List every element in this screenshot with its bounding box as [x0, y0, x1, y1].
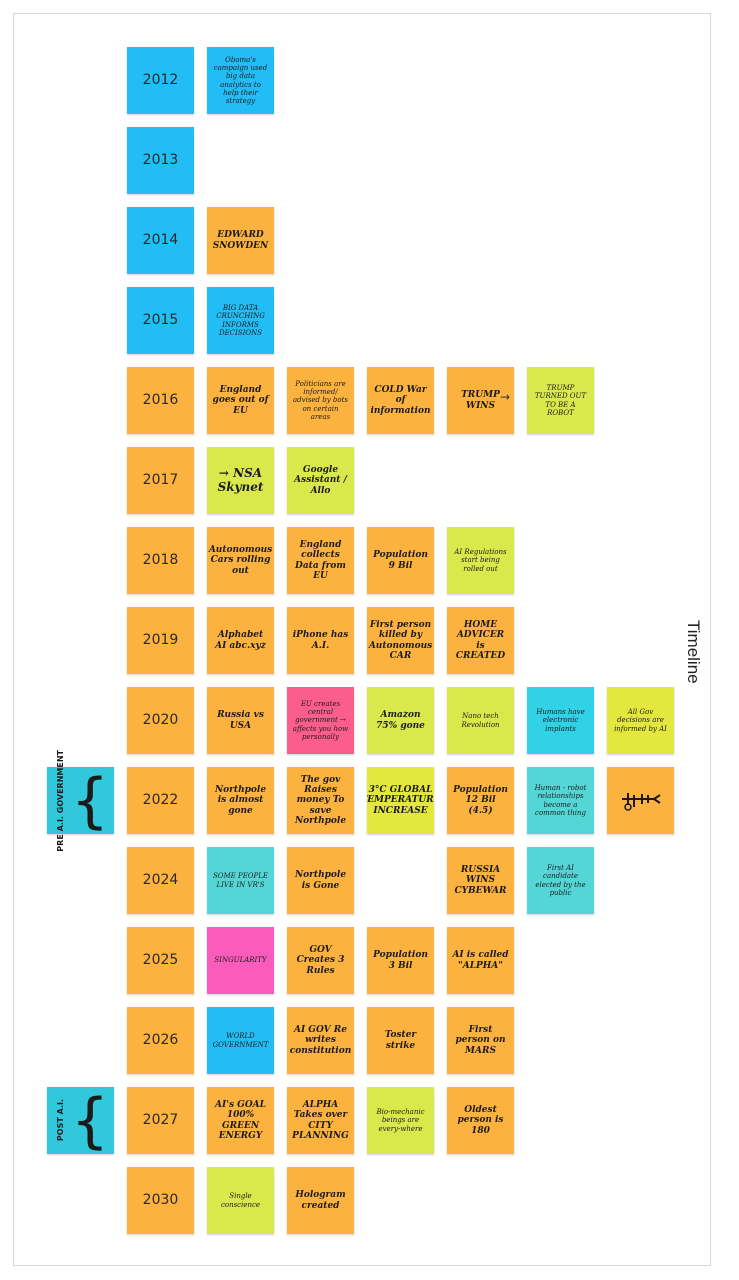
sticky-note[interactable]: COLD War of information [367, 367, 434, 434]
sticky-note[interactable]: England goes out of EU [207, 367, 274, 434]
year-2016-note[interactable]: 2016 [127, 367, 194, 434]
sticky-note[interactable]: Population 12 Bil (4.5) [447, 767, 514, 834]
sticky-note[interactable]: BIG DATA CRUNCHING INFORMS DECISIONS [207, 287, 274, 354]
sticky-note[interactable]: → NSA Skynet [207, 447, 274, 514]
sticky-note[interactable]: Russia vs USA [207, 687, 274, 754]
sticky-note[interactable]: HOME ADVICER is CREATED [447, 607, 514, 674]
year-2018-note[interactable]: 2018 [127, 527, 194, 594]
year-2030-note[interactable]: 2030 [127, 1167, 194, 1234]
sticky-note-drawing[interactable] [607, 767, 674, 834]
sticky-note[interactable]: The gov Raises money To save Northpole [287, 767, 354, 834]
sticky-note[interactable]: Population 3 Bil [367, 927, 434, 994]
sticky-note[interactable]: Toster strike [367, 1007, 434, 1074]
year-2013-note[interactable]: 2013 [127, 127, 194, 194]
sticky-note[interactable]: Obama's campaign used big data analytics… [207, 47, 274, 114]
sticky-note[interactable]: Politicians are informed/ advised by bot… [287, 367, 354, 434]
timeline-label: Timeline [683, 617, 703, 684]
sticky-note[interactable]: RUSSIA WINS CYBEWAR [447, 847, 514, 914]
sticky-note[interactable]: 3°C GLOBAL TEMPERATURE INCREASE [367, 767, 434, 834]
sticky-note[interactable]: Human - robot relationships become a com… [527, 767, 594, 834]
pre-ai-government-text: PRE A.I. GOVERNMENT [55, 749, 65, 852]
sticky-note[interactable]: Hologram created [287, 1167, 354, 1234]
pre-ai-government-label[interactable]: PRE A.I. GOVERNMENT { [47, 750, 114, 851]
sticky-note[interactable]: Autonomous Cars rolling out [207, 527, 274, 594]
sticky-note[interactable]: AI Regulations start being rolled out [447, 527, 514, 594]
sticky-note[interactable]: AI's GOAL 100% GREEN ENERGY [207, 1087, 274, 1154]
sticky-note[interactable]: Amazon 75% gone [367, 687, 434, 754]
year-2022-note[interactable]: 2022 [127, 767, 194, 834]
year-2024-note[interactable]: 2024 [127, 847, 194, 914]
sticky-note[interactable]: iPhone has A.I. [287, 607, 354, 674]
arrow-icon: → [500, 390, 511, 404]
sticky-note[interactable]: First person on MARS [447, 1007, 514, 1074]
sticky-note[interactable]: Humans have electronic implants [527, 687, 594, 754]
sticky-note[interactable]: Oldest person is 180 [447, 1087, 514, 1154]
year-2015-note[interactable]: 2015 [127, 287, 194, 354]
sticky-note[interactable]: EU creates central government → affects … [287, 687, 354, 754]
year-2027-note[interactable]: 2027 [127, 1087, 194, 1154]
brace-icon: { [70, 1085, 110, 1156]
sticky-note[interactable]: TRUMP WINS [447, 367, 514, 434]
year-2012-note[interactable]: 2012 [127, 47, 194, 114]
sticky-note[interactable]: EDWARD SNOWDEN [207, 207, 274, 274]
sticky-note[interactable]: First person killed by Autonomous CAR [367, 607, 434, 674]
sticky-note[interactable]: TRUMP TURNED OUT TO BE A ROBOT [527, 367, 594, 434]
year-2026-note[interactable]: 2026 [127, 1007, 194, 1074]
sticky-note[interactable]: AI GOV Re writes constitution [287, 1007, 354, 1074]
sticky-note[interactable]: Bio-mechanic beings are every-where [367, 1087, 434, 1154]
year-2019-note[interactable]: 2019 [127, 607, 194, 674]
sticky-note[interactable]: SINGULARITY [207, 927, 274, 994]
sticky-note[interactable]: First AI candidate elected by the public [527, 847, 594, 914]
sticky-note[interactable]: Single conscience [207, 1167, 274, 1234]
year-2017-note[interactable]: 2017 [127, 447, 194, 514]
sticky-note[interactable]: WORLD GOVERNMENT [207, 1007, 274, 1074]
year-2014-note[interactable]: 2014 [127, 207, 194, 274]
sticky-note[interactable]: Alphabet AI abc.xyz [207, 607, 274, 674]
sticky-note[interactable]: England collects Data from EU [287, 527, 354, 594]
sticky-note[interactable]: ALPHA Takes over CITY PLANNING [287, 1087, 354, 1154]
sticky-note[interactable]: Population 9 Bil [367, 527, 434, 594]
sticky-note[interactable]: All Gov decisions are informed by AI [607, 687, 674, 754]
post-ai-label[interactable]: POST A.I. { [47, 1087, 114, 1154]
sticky-note[interactable]: Nano tech Revolution [447, 687, 514, 754]
sticky-note[interactable]: GOV Creates 3 Rules [287, 927, 354, 994]
post-ai-text: POST A.I. [55, 1099, 65, 1142]
sticky-note[interactable]: AI is called "ALPHA" [447, 927, 514, 994]
sticky-note[interactable]: SOME PEOPLE LIVE IN VR'S [207, 847, 274, 914]
timeline-board [13, 13, 711, 1266]
brace-icon: { [70, 765, 110, 836]
sticky-note[interactable]: Northpole is Gone [287, 847, 354, 914]
year-2025-note[interactable]: 2025 [127, 927, 194, 994]
sticky-note[interactable]: Northpole is almost gone [207, 767, 274, 834]
year-2020-note[interactable]: 2020 [127, 687, 194, 754]
sticky-note[interactable]: Google Assistant / Allo [287, 447, 354, 514]
machine-sketch-icon [622, 793, 661, 811]
